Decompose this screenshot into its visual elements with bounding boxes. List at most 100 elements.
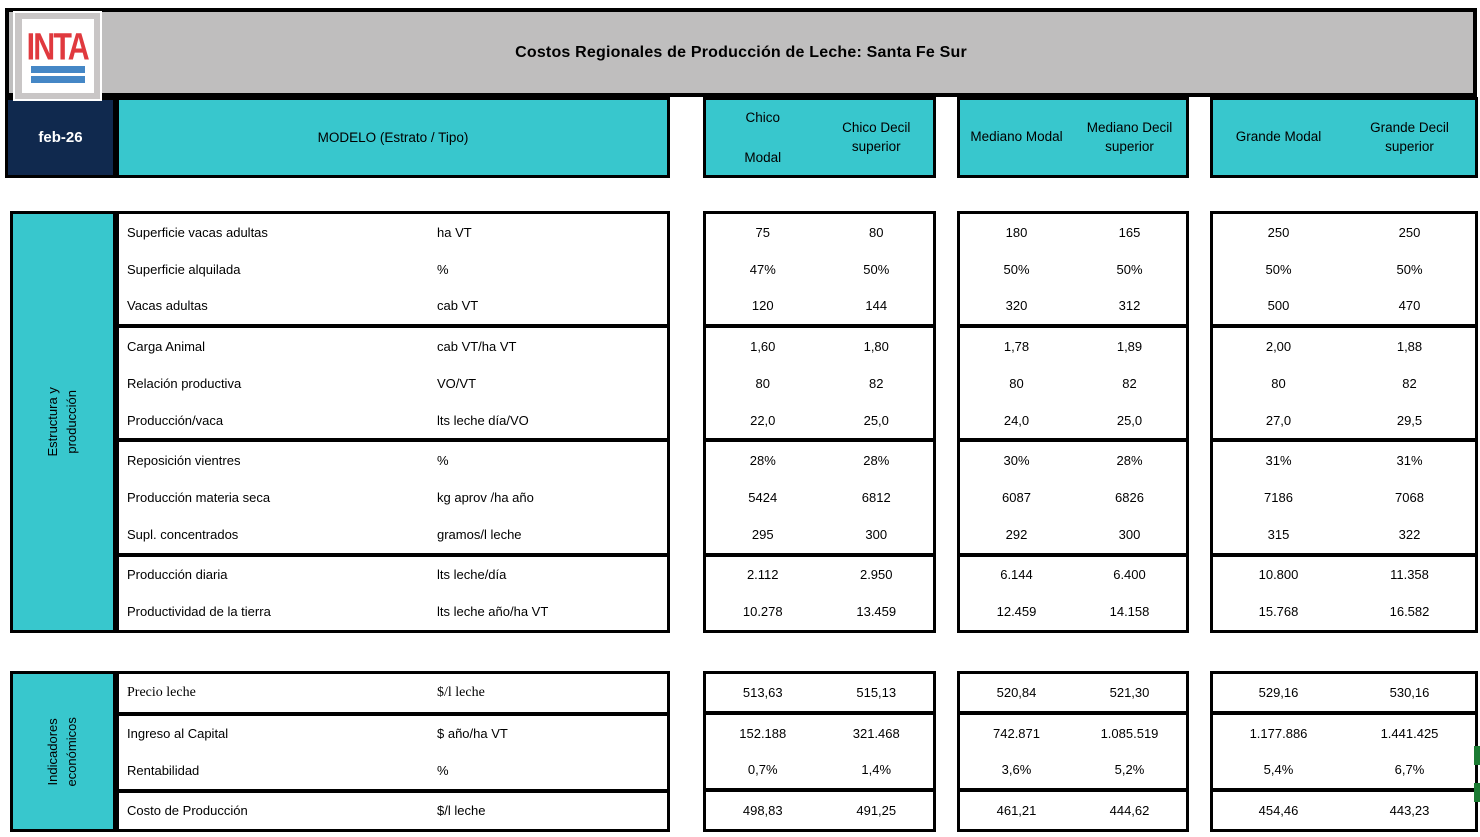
row-block: Ingreso al Capital $ año/ha VT Rentabilida… bbox=[119, 716, 667, 793]
row-label: Supl. concentrados bbox=[127, 526, 239, 542]
column-header-chico-decil: Chico Decil superior bbox=[842, 120, 911, 154]
table-row: 6087 6826 bbox=[960, 479, 1186, 516]
value-cell: 1,60 bbox=[750, 339, 776, 355]
value-cell: 1,88 bbox=[1396, 339, 1423, 355]
row-block: 31% 31% 7186 7068 315 322 bbox=[1213, 442, 1475, 557]
row-block: Producción diaria lts leche/día Productivi… bbox=[119, 557, 667, 630]
value-cell: 180 bbox=[1005, 224, 1028, 240]
value-cell: 320 bbox=[1005, 298, 1028, 314]
value-cell: 14.158 bbox=[1109, 604, 1150, 620]
table-row: 6.144 6.400 bbox=[960, 557, 1186, 594]
table-row: 10.278 13.459 bbox=[706, 593, 933, 630]
value-cell: 1.085.519 bbox=[1100, 725, 1159, 741]
value-cell: 1,89 bbox=[1116, 339, 1143, 355]
row-block: Superficie vacas adultas ha VT Superficie … bbox=[119, 214, 667, 329]
table-row: 47% 50% bbox=[706, 251, 933, 288]
value-cell: 144 bbox=[865, 298, 888, 314]
value-cell: 50% bbox=[1116, 261, 1143, 277]
date-badge: feb-26 bbox=[5, 97, 116, 178]
table-row: Relación productiva VO/VT bbox=[119, 365, 667, 402]
column-header-mediano-decil: Mediano Decil superior bbox=[1086, 120, 1173, 154]
value-cell: 10.800 bbox=[1258, 567, 1299, 583]
value-cell: 2.112 bbox=[746, 567, 779, 583]
table-row: 50% 50% bbox=[1213, 251, 1475, 288]
value-cell: 28% bbox=[749, 453, 776, 469]
table-row: 3,6% 5,2% bbox=[960, 752, 1186, 789]
value-cell: 6,7% bbox=[1394, 762, 1425, 778]
value-cell: 31% bbox=[1265, 453, 1292, 469]
row-unit: lts leche año/ha VT bbox=[437, 604, 549, 620]
inta-logo-text: INTA bbox=[26, 24, 90, 68]
flag-stripe-icon bbox=[30, 75, 85, 83]
value-cell: 13.459 bbox=[856, 604, 897, 620]
value-cell: 12.459 bbox=[996, 604, 1037, 620]
table-row: Vacas adultas cab VT bbox=[119, 287, 667, 324]
table-row: 250 250 bbox=[1213, 214, 1475, 251]
row-unit: $ año/ha VT bbox=[437, 726, 508, 742]
value-cell: 5,2% bbox=[1114, 762, 1145, 778]
row-block: 498,83 491,25 bbox=[706, 792, 933, 829]
value-cell: 250 bbox=[1267, 224, 1290, 240]
value-cell: 530,16 bbox=[1389, 684, 1430, 700]
table-row: 1,78 1,89 bbox=[960, 328, 1186, 365]
row-label: Producción materia seca bbox=[127, 489, 271, 505]
value-cell: 1.177.886 bbox=[1249, 725, 1308, 741]
value-cell: 470 bbox=[1398, 298, 1421, 314]
row-unit: gramos/l leche bbox=[437, 526, 522, 542]
value-cell: 80 bbox=[1271, 375, 1286, 391]
table-row: 80 82 bbox=[1213, 365, 1475, 402]
table-row: 22,0 25,0 bbox=[706, 402, 933, 439]
row-unit: ha VT bbox=[437, 224, 472, 240]
value-cell: 25,0 bbox=[1116, 412, 1143, 428]
value-cell: 50% bbox=[1265, 261, 1292, 277]
table-row: 75 80 bbox=[706, 214, 933, 251]
row-unit: VO/VT bbox=[437, 375, 477, 391]
table-row: 7186 7068 bbox=[1213, 479, 1475, 516]
table-row: Costo de Producción $/l leche bbox=[119, 793, 667, 830]
row-block: Reposición vientres% Producción materia s… bbox=[119, 442, 667, 557]
value-cell: 5,4% bbox=[1263, 762, 1294, 778]
row-block: 152.188 321.468 0,7% 1,4% bbox=[706, 715, 933, 793]
inta-logo: INTA bbox=[13, 11, 102, 101]
value-cell: 6.400 bbox=[1113, 567, 1146, 583]
row-block: 10.800 11.358 15.768 16.582 bbox=[1213, 557, 1475, 630]
value-cell: 500 bbox=[1267, 298, 1290, 314]
date-label: feb-26 bbox=[38, 129, 83, 146]
page-title: Costos Regionales de Producción de Leche… bbox=[515, 43, 967, 61]
table-row: 315 322 bbox=[1213, 516, 1475, 553]
group-header-chico: Chico Modal Chico Decil superior bbox=[703, 97, 936, 178]
value-cell: 80 bbox=[755, 375, 770, 391]
value-cell: 515,13 bbox=[856, 684, 897, 700]
row-label: Producción/vaca bbox=[127, 412, 224, 428]
values-table-indicadores-grande: 529,16 530,16 1.177.886 1.441.425 5,4% 6,7% 45… bbox=[1210, 671, 1478, 832]
table-row: 120 144 bbox=[706, 287, 933, 324]
value-cell: 15.768 bbox=[1258, 604, 1299, 620]
value-cell: 498,83 bbox=[742, 803, 783, 819]
row-block: 1,60 1,80 80 82 22,0 25,0 bbox=[706, 328, 933, 443]
row-label: Costo de Producción bbox=[127, 803, 248, 819]
value-cell: 82 bbox=[1122, 375, 1137, 391]
table-row: 320 312 bbox=[960, 287, 1186, 324]
row-label: Relación productiva bbox=[127, 375, 242, 391]
value-cell: 0,7% bbox=[747, 762, 778, 778]
table-row: 5,4% 6,7% bbox=[1213, 752, 1475, 789]
row-block: Costo de Producción $/l leche bbox=[119, 793, 667, 830]
value-cell: 461,21 bbox=[996, 803, 1037, 819]
flag-stripe-icon bbox=[30, 65, 85, 73]
table-row: 28% 28% bbox=[706, 442, 933, 479]
model-header: MODELO (Estrato / Tipo) bbox=[116, 97, 670, 178]
value-cell: 31% bbox=[1396, 453, 1423, 469]
row-block: 28% 28% 5424 6812 295 300 bbox=[706, 442, 933, 557]
row-block: 529,16 530,16 bbox=[1213, 674, 1475, 715]
column-header-mediano-modal: Mediano Modal bbox=[970, 129, 1063, 145]
row-block: 30% 28% 6087 6826 292 300 bbox=[960, 442, 1186, 557]
table-row: 295 300 bbox=[706, 516, 933, 553]
value-cell: 80 bbox=[1009, 375, 1024, 391]
table-row: 31% 31% bbox=[1213, 442, 1475, 479]
table-row: 498,83 491,25 bbox=[706, 792, 933, 829]
row-unit: lts leche/día bbox=[437, 567, 507, 583]
value-cell: 50% bbox=[1396, 261, 1423, 277]
row-label: Carga Animal bbox=[127, 339, 206, 355]
table-row: Producción materia seca kg aprov /ha año bbox=[119, 479, 667, 516]
